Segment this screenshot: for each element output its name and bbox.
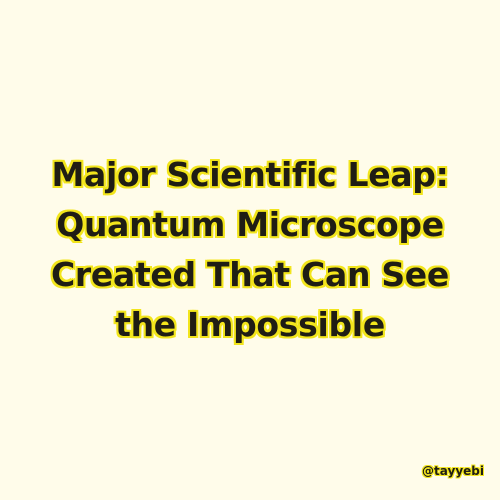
headline: Major Scientific Leap: Quantum Microscop… (0, 150, 500, 350)
headline-line-1: Major Scientific Leap: (51, 155, 449, 194)
headline-line-4: the Impossible (115, 305, 385, 344)
author-handle: @tayyebi (422, 464, 484, 478)
headline-line-3: Created That Can See (51, 255, 449, 294)
headline-line-2: Quantum Microscope (56, 205, 444, 244)
